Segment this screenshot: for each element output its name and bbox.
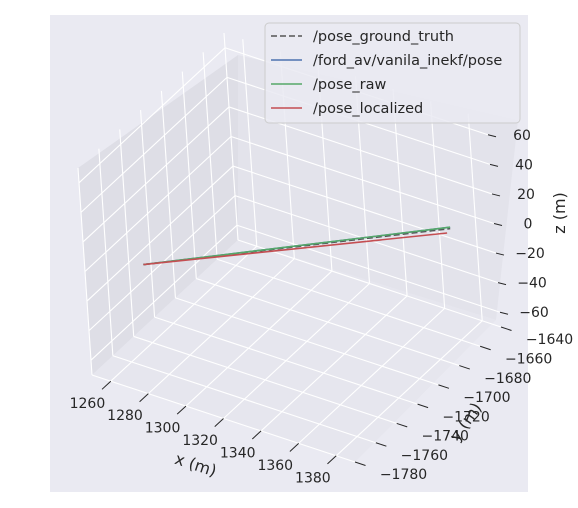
y-gridline-floor	[112, 355, 377, 444]
z-gridline-back	[234, 195, 499, 284]
z-gridline-left	[78, 47, 226, 184]
z-tick-mark	[499, 311, 509, 315]
x-tick-label: 1380	[295, 470, 331, 486]
z-tick-label: 60	[513, 128, 531, 144]
series-line-2	[143, 226, 451, 266]
series-lines	[143, 226, 451, 266]
x-gridline-floor	[298, 307, 446, 444]
legend-label-3: /pose_localized	[313, 101, 423, 117]
x-tick-label: 1300	[145, 421, 181, 437]
x-tick-label: 1260	[70, 396, 106, 412]
x-gridline-floor	[335, 320, 483, 457]
pane-floor	[92, 240, 496, 462]
z-gridline-left	[90, 224, 238, 361]
y-tick-mark	[417, 403, 429, 409]
z-tick-mark	[487, 134, 497, 138]
z-gridline-left	[86, 165, 234, 302]
x-tick-mark	[327, 455, 337, 465]
z-gridline-back	[232, 165, 497, 254]
z-tick-label: 40	[515, 157, 533, 173]
z-tick-mark	[493, 223, 503, 226]
y-tick-label: −1660	[505, 351, 552, 367]
y-tick-mark	[375, 442, 387, 447]
x-tick-label: 1360	[257, 458, 293, 474]
series-line-3	[143, 232, 448, 266]
legend-label-2: /pose_raw	[313, 77, 387, 93]
y-tick-mark	[354, 461, 366, 466]
x-tick-mark	[251, 430, 262, 440]
z-gridline-back	[236, 224, 501, 313]
z-tick-mark	[495, 252, 505, 256]
z-tick-label: −20	[515, 246, 545, 262]
x-tick-label: 1340	[220, 446, 256, 462]
y-gridline-floor	[237, 239, 502, 328]
legend-box	[264, 22, 521, 124]
x-gridline-floor	[110, 245, 258, 382]
x-gridline-floor	[185, 270, 333, 407]
y-tick-label: −1700	[463, 390, 510, 406]
y-tick-mark	[500, 326, 512, 331]
x-tick-mark	[289, 442, 299, 452]
y-tick-mark	[459, 365, 470, 370]
y-gridline-floor	[175, 297, 439, 386]
y-gridline-floor	[196, 278, 460, 367]
y-tick-mark	[438, 384, 450, 389]
y-tick-label: −1780	[380, 467, 427, 483]
x-tick-label: 1280	[107, 408, 143, 424]
y-tick-label: −1740	[422, 429, 469, 445]
x-gridline-floor	[260, 295, 408, 432]
y-tick-label: −1720	[442, 409, 489, 425]
axis-ticks	[101, 134, 512, 466]
y-tick-label: −1640	[526, 332, 573, 348]
y-gridline-floor	[133, 335, 397, 424]
y-gridline-floor	[216, 258, 481, 347]
y-tick-mark	[396, 422, 408, 428]
z-tick-mark	[491, 193, 501, 197]
z-tick-mark	[497, 282, 507, 286]
z-tick-label: 20	[517, 187, 535, 203]
x-tick-label: 1320	[182, 433, 218, 449]
legend-label-0: /pose_ground_truth	[313, 29, 454, 45]
z-gridline-back	[230, 135, 495, 225]
x-tick-mark	[101, 380, 112, 390]
x-gridline-floor	[223, 283, 370, 419]
x-gridline-floor	[147, 258, 295, 395]
x-tick-mark	[214, 418, 224, 427]
x-tick-mark	[139, 393, 149, 403]
z-gridline-left	[80, 76, 228, 213]
y-tick-label: −1760	[401, 448, 448, 464]
z-tick-label: −40	[517, 276, 547, 292]
y-tick-label: −1680	[484, 371, 531, 387]
z-tick-label: 0	[524, 217, 533, 233]
z-tick-label: −60	[519, 305, 549, 321]
z-gridline-left	[82, 106, 230, 243]
z-tick-mark	[489, 163, 499, 167]
x-tick-mark	[176, 405, 187, 415]
z-gridline-left	[84, 136, 232, 272]
legend-label-1: /ford_av/vanila_inekf/pose	[313, 53, 502, 69]
y-gridline-floor	[154, 316, 418, 405]
y-tick-mark	[479, 345, 491, 351]
z-axis-label: z (m)	[550, 192, 569, 234]
legend: /pose_ground_truth/ford_av/vanila_inekf/…	[264, 22, 521, 124]
